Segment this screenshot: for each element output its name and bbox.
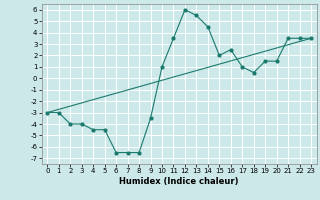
X-axis label: Humidex (Indice chaleur): Humidex (Indice chaleur) xyxy=(119,177,239,186)
